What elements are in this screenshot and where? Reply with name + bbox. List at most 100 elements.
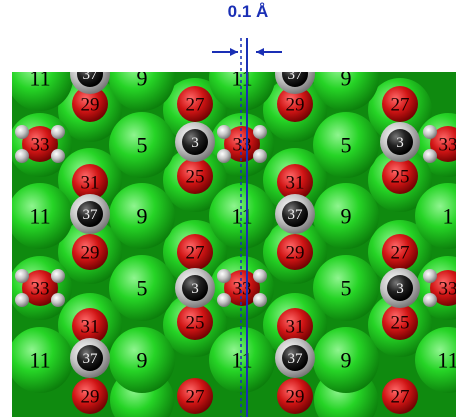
green-atom-label: 9	[137, 66, 148, 91]
red-atom	[277, 86, 313, 122]
red-atom	[224, 126, 260, 162]
cap-atom	[253, 293, 267, 307]
green-atom-label: 1	[443, 204, 454, 229]
green-atom	[12, 327, 73, 393]
green-atom	[415, 327, 456, 393]
cap-atom	[423, 269, 437, 283]
dark-atom-label: 37	[288, 67, 304, 83]
red-atom	[382, 234, 418, 270]
green-atom	[109, 327, 175, 393]
green-atom-label: 11	[29, 66, 50, 91]
red-atom-label: 29	[286, 387, 305, 408]
dark-atom	[77, 72, 103, 87]
red-atom-label: 25	[186, 313, 205, 334]
cap-atom	[15, 269, 29, 283]
red-atom-label: 29	[81, 95, 100, 116]
red-atom-label: 33	[439, 135, 456, 156]
red-atom	[382, 378, 418, 414]
green-atom-label: 11	[29, 204, 50, 229]
cap-atom	[217, 269, 231, 283]
green-atom-label: 5	[341, 133, 352, 158]
cap-atom	[217, 293, 231, 307]
red-atom-label: 25	[391, 313, 410, 334]
green-atom	[313, 327, 379, 393]
red-atom-label: 33	[439, 279, 456, 300]
red-atom	[382, 304, 418, 340]
red-atom	[72, 164, 108, 200]
green-atom	[12, 183, 73, 249]
green-atom-label: 11	[231, 66, 252, 91]
red-atom	[177, 86, 213, 122]
cap-atom	[51, 149, 65, 163]
dark-atom	[77, 201, 103, 227]
dark-atom-label: 37	[288, 207, 304, 223]
dark-atom	[282, 345, 308, 371]
red-atom-label: 31	[81, 173, 100, 194]
green-atom-label: 5	[137, 276, 148, 301]
green-atom	[109, 112, 175, 178]
red-atom-label: 33	[233, 135, 252, 156]
red-atom-label: 27	[186, 387, 205, 408]
dark-atom	[282, 201, 308, 227]
green-atom-label: 11	[29, 348, 50, 373]
red-atom-label: 29	[286, 95, 305, 116]
green-atom-label: 9	[341, 204, 352, 229]
cap-atom	[253, 269, 267, 283]
green-atom	[313, 183, 379, 249]
cap-atom	[217, 149, 231, 163]
green-atom-label: 11	[437, 348, 456, 373]
green-atom	[209, 183, 275, 249]
red-atom	[177, 158, 213, 194]
scale-marker	[212, 48, 282, 56]
green-atom-label: 11	[231, 204, 252, 229]
cap-atom	[15, 125, 29, 139]
green-atom	[209, 72, 275, 111]
green-atom	[415, 183, 456, 249]
dark-atom-label: 3	[396, 135, 404, 151]
red-atom	[22, 126, 58, 162]
dark-atom	[387, 129, 413, 155]
dark-atom-label: 37	[288, 351, 304, 367]
red-atom-label: 27	[391, 387, 410, 408]
green-atom-label: 5	[137, 133, 148, 158]
green-atom	[313, 112, 379, 178]
cap-atom	[253, 149, 267, 163]
red-atom	[224, 270, 260, 306]
red-atom	[277, 378, 313, 414]
red-atom	[277, 308, 313, 344]
red-atom	[382, 86, 418, 122]
dark-atom-label: 3	[396, 281, 404, 297]
green-atom-label: 9	[341, 348, 352, 373]
dark-atom-label: 3	[191, 281, 199, 297]
red-atom-label: 29	[286, 243, 305, 264]
dark-atom-label: 37	[83, 351, 99, 367]
cap-atom	[217, 125, 231, 139]
red-atom-label: 33	[233, 279, 252, 300]
dark-atom-label: 37	[83, 67, 99, 83]
red-atom-label: 33	[31, 279, 50, 300]
red-atom-label: 29	[81, 243, 100, 264]
green-atom-label: 5	[341, 276, 352, 301]
scale-arrowhead-left	[230, 48, 238, 56]
green-atom	[109, 72, 175, 111]
green-atom	[109, 255, 175, 321]
dark-atom	[387, 275, 413, 301]
cap-atom	[51, 269, 65, 283]
red-atom	[72, 308, 108, 344]
red-atom	[177, 304, 213, 340]
green-atom	[209, 327, 275, 393]
cap-atom	[15, 149, 29, 163]
cap-atom	[253, 125, 267, 139]
red-atom	[177, 378, 213, 414]
green-atom	[313, 72, 379, 111]
red-atom-label: 33	[31, 135, 50, 156]
reference-lines	[240, 38, 248, 417]
cap-atom	[51, 125, 65, 139]
scale-arrowhead-right	[256, 48, 264, 56]
cap-atom	[423, 125, 437, 139]
cap-atom	[423, 149, 437, 163]
green-atom	[109, 183, 175, 249]
red-atom	[72, 234, 108, 270]
dark-atom-label: 37	[83, 207, 99, 223]
